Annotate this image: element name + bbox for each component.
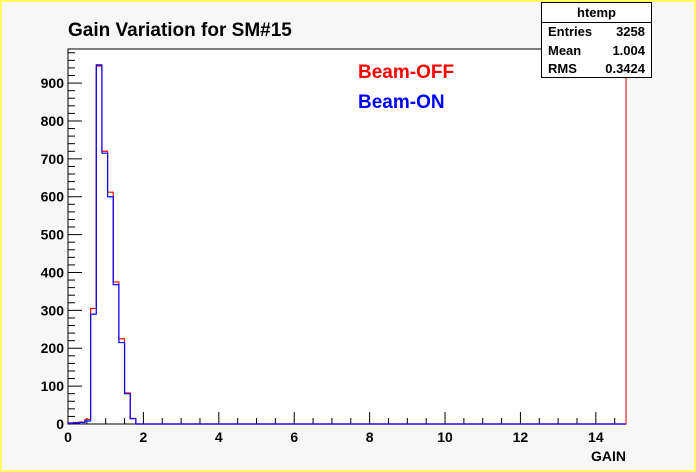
y-tick-label: 800 [41,113,65,129]
y-tick-label: 600 [41,189,65,205]
x-tick-label: 6 [290,429,298,445]
x-tick-label: 12 [513,429,529,445]
stats-row-rms: RMS 0.3424 [542,60,651,79]
stats-row-mean: Mean 1.004 [542,42,651,61]
stats-box-title: htemp [542,3,651,23]
x-tick-label: 4 [215,429,223,445]
x-tick-label: 10 [437,429,453,445]
stats-value: 0.3424 [605,61,645,76]
legend-beam-on: Beam-ON [358,92,445,113]
plot-area [67,48,627,425]
x-tick-label: 0 [64,429,72,445]
stats-label: RMS [548,61,577,76]
y-tick-label: 200 [41,340,65,356]
x-tick-label: 8 [366,429,374,445]
stats-value: 3258 [616,24,645,39]
x-axis: 0 2 4 6 8 10 12 14 [64,412,616,445]
x-axis-label: GAIN [591,448,626,464]
y-tick-label: 100 [41,378,65,394]
x-tick-label: 2 [140,429,148,445]
chart-title: Gain Variation for SM#15 [68,20,292,41]
y-axis: 0 100 200 300 400 500 600 700 800 900 [41,52,82,432]
y-tick-label: 900 [41,75,65,91]
legend-beam-off: Beam-OFF [358,62,455,83]
y-tick-label: 700 [41,151,65,167]
series-layer [67,49,627,425]
stats-label: Mean [548,42,582,58]
y-tick-label: 500 [41,227,65,243]
y-tick-label: 300 [41,302,65,318]
stats-row-entries: Entries 3258 [542,23,651,42]
x-tick-label: 14 [588,429,604,445]
stats-label: Entries [548,24,593,39]
y-tick-label: 0 [56,416,64,432]
stats-box: htemp Entries 3258 Mean 1.004 RMS 0.3424 [541,2,652,78]
stats-value: 1.004 [612,42,645,58]
histogram-series-beam-on [67,64,626,425]
y-tick-label: 400 [41,264,65,280]
